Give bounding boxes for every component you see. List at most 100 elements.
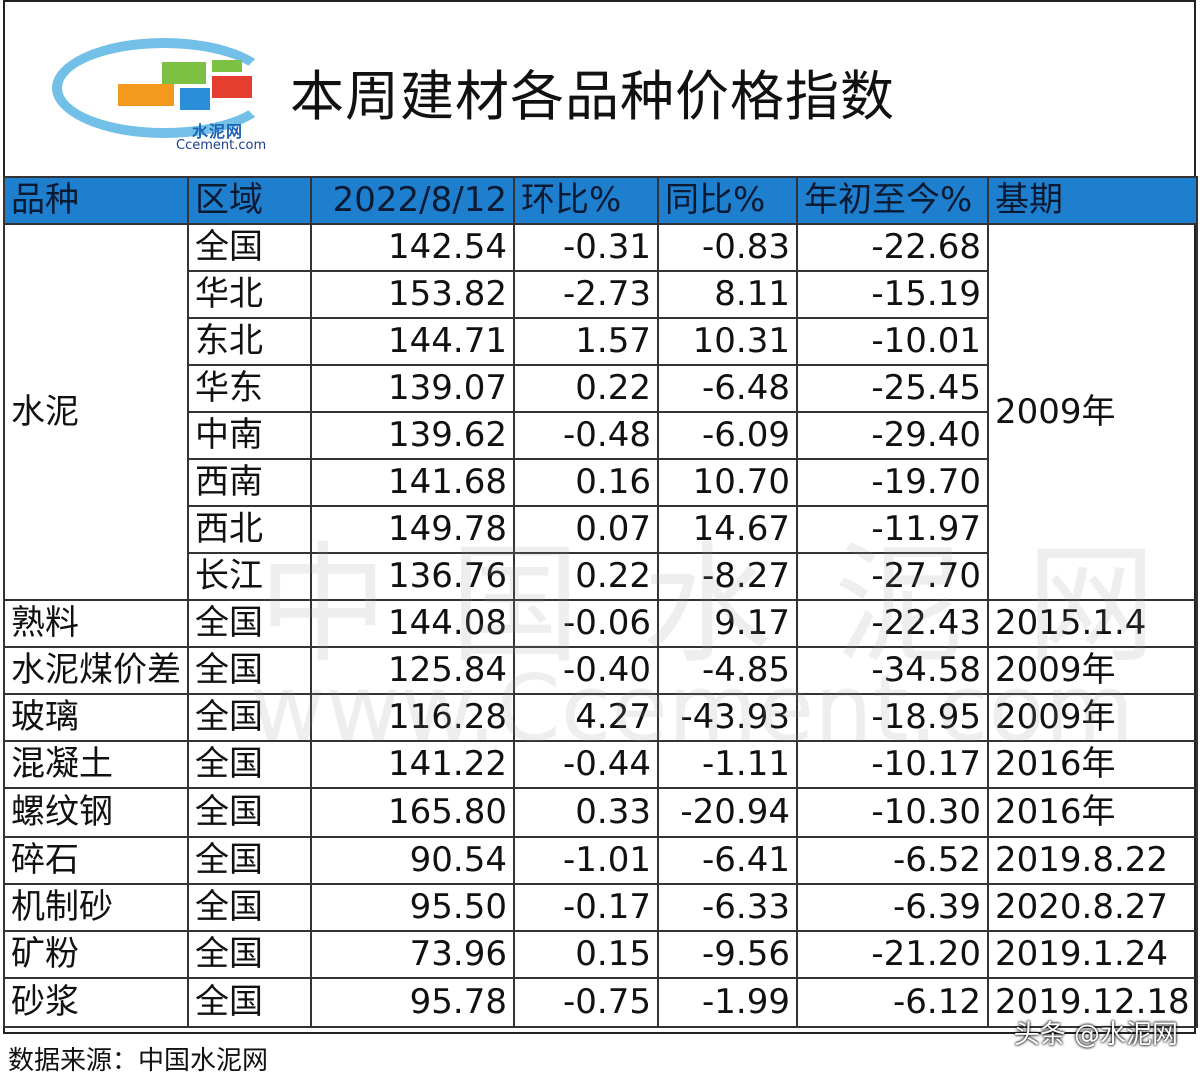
table-row: 中南 139.62 -0.48 -6.09 -29.40 xyxy=(4,411,1197,460)
cell-base: 2019.12.18 xyxy=(987,977,1198,1028)
cell-index: 73.96 xyxy=(310,930,515,979)
cell-mom: 1.57 xyxy=(513,317,659,366)
cell-ytd: -29.40 xyxy=(796,411,989,460)
cell-yoy: -6.09 xyxy=(657,411,798,460)
cell-region: 全国 xyxy=(187,740,312,789)
cell-base: 2015.1.4 xyxy=(987,599,1198,648)
cell-mom: 0.22 xyxy=(513,364,659,413)
cell-yoy: -6.41 xyxy=(657,836,798,885)
cell-mom: 0.16 xyxy=(513,458,659,507)
header: 水泥网 Ccement.com 本周建材各品种价格指数 xyxy=(0,0,1193,174)
cell-region: 全国 xyxy=(187,599,312,648)
table-row: 矿粉 全国 73.96 0.15 -9.56 -21.20 2019.1.24 xyxy=(3,930,1198,979)
cell-mom: -2.73 xyxy=(513,270,659,319)
logo-english-text: Ccement.com xyxy=(176,138,267,153)
col-header-category: 品种 xyxy=(3,176,189,225)
col-header-yoy: 同比% xyxy=(657,176,798,225)
table-row: 水泥 全国 142.54 -0.31 -0.83 -22.68 2009年 xyxy=(3,223,1198,601)
cell-ytd: -10.17 xyxy=(796,740,989,789)
cell-ytd: -6.39 xyxy=(796,883,989,932)
cell-yoy: -1.11 xyxy=(657,740,798,789)
cell-yoy: 14.67 xyxy=(657,505,798,554)
logo-block-orange xyxy=(118,84,174,106)
cell-region: 西北 xyxy=(187,505,312,554)
cell-region: 东北 xyxy=(187,317,312,366)
cell-region: 全国 xyxy=(187,787,312,838)
cell-region: 全国 xyxy=(187,693,312,742)
cell-ytd: -6.52 xyxy=(796,836,989,885)
cell-region: 全国 xyxy=(187,223,312,272)
cell-ytd: -15.19 xyxy=(796,270,989,319)
logo-chinese-text: 水泥网 xyxy=(192,122,244,141)
table-row: 砂浆 全国 95.78 -0.75 -1.99 -6.12 2019.12.18 xyxy=(3,977,1198,1028)
table-row: 熟料 全国 144.08 -0.06 9.17 -22.43 2015.1.4 xyxy=(3,599,1198,648)
cell-mom: 4.27 xyxy=(513,693,659,742)
cell-region: 西南 xyxy=(187,458,312,507)
logo-block-green xyxy=(162,62,206,84)
cell-ytd: -18.95 xyxy=(796,693,989,742)
cell-ytd: -6.12 xyxy=(796,977,989,1028)
logo-block-blue xyxy=(180,88,210,110)
cell-mom: 0.33 xyxy=(513,787,659,838)
table-body: 水泥 全国 142.54 -0.31 -0.83 -22.68 2009年 华北 153.82-… xyxy=(3,223,1198,1028)
table-row: 西南 141.68 0.16 10.70 -19.70 xyxy=(4,458,1197,507)
cell-base: 2016年 xyxy=(987,787,1198,838)
cell-region: 华东 xyxy=(187,364,312,413)
cell-ytd: -22.68 xyxy=(796,223,989,272)
cell-yoy: -6.33 xyxy=(657,883,798,932)
cell-yoy: 10.70 xyxy=(657,458,798,507)
cell-index: 139.62 xyxy=(310,411,515,460)
cell-category: 熟料 xyxy=(3,599,189,648)
cell-region: 长江 xyxy=(187,552,312,601)
col-header-base: 基期 xyxy=(987,176,1198,225)
cell-yoy: -9.56 xyxy=(657,930,798,979)
cell-index: 125.84 xyxy=(310,646,515,695)
cell-yoy: -6.48 xyxy=(657,364,798,413)
table-row: 华东 139.07 0.22 -6.48 -25.45 xyxy=(4,364,1197,413)
cell-ytd: -10.30 xyxy=(796,787,989,838)
cell-category: 砂浆 xyxy=(3,977,189,1028)
cell-base: 2009年 xyxy=(987,693,1198,742)
cell-yoy: 8.11 xyxy=(657,270,798,319)
cell-category: 螺纹钢 xyxy=(3,787,189,838)
cell-base: 2009年 xyxy=(987,646,1198,695)
cell-category: 机制砂 xyxy=(3,883,189,932)
cell-index: 90.54 xyxy=(310,836,515,885)
cell-yoy: -43.93 xyxy=(657,693,798,742)
cell-region: 全国 xyxy=(187,646,312,695)
price-index-table: 品种 区域 2022/8/12 环比% 同比% 年初至今% 基期 水泥 全国 142… xyxy=(3,176,1198,1028)
cell-yoy: -0.83 xyxy=(657,223,798,272)
table-row: 碎石 全国 90.54 -1.01 -6.41 -6.52 2019.8.22 xyxy=(3,836,1198,885)
cell-index: 153.82 xyxy=(310,270,515,319)
cell-index: 136.76 xyxy=(310,552,515,601)
cell-ytd: -22.43 xyxy=(796,599,989,648)
cell-index: 142.54 xyxy=(310,223,515,272)
cell-index: 141.68 xyxy=(310,458,515,507)
cell-index: 116.28 xyxy=(310,693,515,742)
table-row: 华北 153.82 -2.73 8.11 -15.19 xyxy=(4,270,1197,319)
author-credit: 头条 @水泥网 xyxy=(1013,1020,1178,1050)
cell-mom: 0.15 xyxy=(513,930,659,979)
cell-mom: -0.40 xyxy=(513,646,659,695)
cell-yoy: 9.17 xyxy=(657,599,798,648)
table-row: 水泥煤价差 全国 125.84 -0.40 -4.85 -34.58 2009年 xyxy=(3,646,1198,695)
cell-region: 全国 xyxy=(187,977,312,1028)
table-row: 玻璃 全国 116.28 4.27 -43.93 -18.95 2009年 xyxy=(3,693,1198,742)
col-header-ytd: 年初至今% xyxy=(796,176,989,225)
col-header-date: 2022/8/12 xyxy=(310,176,515,225)
cell-yoy: -8.27 xyxy=(657,552,798,601)
logo-block-lime xyxy=(212,60,242,72)
cell-base: 2019.1.24 xyxy=(987,930,1198,979)
cell-mom: -0.48 xyxy=(513,411,659,460)
cell-ytd: -34.58 xyxy=(796,646,989,695)
cell-ytd: -11.97 xyxy=(796,505,989,554)
ccement-logo: 水泥网 Ccement.com xyxy=(52,26,282,160)
cell-index: 165.80 xyxy=(310,787,515,838)
data-source-note: 数据来源：中国水泥网 xyxy=(8,1046,269,1076)
cell-category: 碎石 xyxy=(3,836,189,885)
cell-yoy: -20.94 xyxy=(657,787,798,838)
cell-ytd: -19.70 xyxy=(796,458,989,507)
page-title: 本周建材各品种价格指数 xyxy=(290,65,895,128)
cell-category: 水泥 xyxy=(3,223,189,601)
cell-yoy: -1.99 xyxy=(657,977,798,1028)
